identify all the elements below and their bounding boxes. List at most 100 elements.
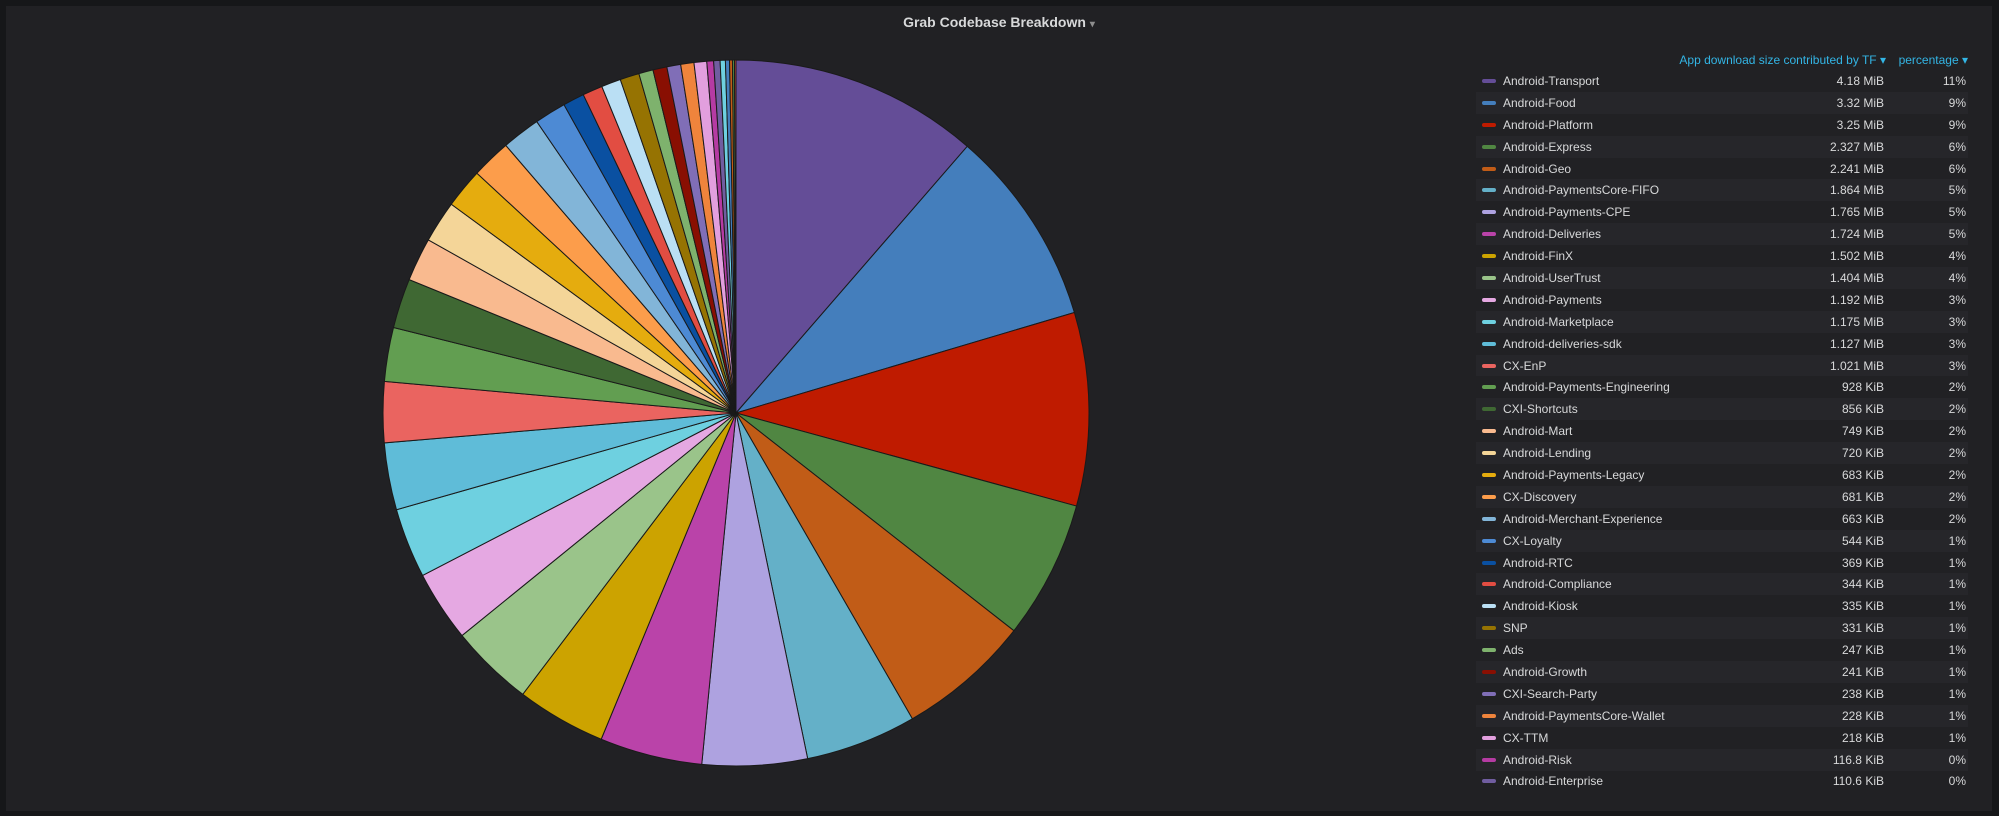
legend-item[interactable]: Android-Payments-Engineering 928 KiB 2% [1476, 376, 1968, 398]
legend-value: 241 KiB [1841, 664, 1884, 679]
legend-item[interactable]: CXI-Search-Party 238 KiB 1% [1476, 683, 1968, 705]
legend-swatch [1482, 100, 1496, 105]
legend-item[interactable]: Ads 247 KiB 1% [1476, 639, 1968, 661]
legend-percentage: 1% [1948, 643, 1966, 658]
pie-slice[interactable] [734, 145, 1076, 414]
legend-percentage: 5% [1948, 205, 1966, 220]
legend-value: 749 KiB [1841, 424, 1884, 439]
legend-item[interactable]: Android-FinX 1.502 MiB 4% [1476, 245, 1968, 267]
legend-swatch [1482, 232, 1496, 237]
legend-percentage: 6% [1948, 161, 1966, 176]
pie-slice[interactable] [734, 311, 1090, 507]
legend-label: Android-Risk [1503, 752, 1572, 767]
legend-percentage: 3% [1948, 336, 1966, 351]
legend-item[interactable]: Android-Platform 3.25 MiB 9% [1476, 114, 1968, 136]
legend-label: Android-Platform [1503, 117, 1594, 132]
legend-item[interactable]: Android-Kiosk 335 KiB 1% [1476, 595, 1968, 617]
legend-item[interactable]: CX-Discovery 681 KiB 2% [1476, 485, 1968, 508]
sort-caret-icon: ▾ [1879, 53, 1886, 67]
legend-percentage: 9% [1948, 117, 1966, 132]
legend-percentage: 1% [1948, 555, 1966, 570]
legend-item[interactable]: Android-Transport 4.18 MiB 11% [1476, 70, 1968, 92]
legend-label: Android-Mart [1503, 424, 1573, 439]
legend-value: 369 KiB [1841, 555, 1884, 570]
chart-panel: Grab Codebase Breakdown ▾ App download si… [6, 6, 1992, 811]
legend-label: Android-Food [1503, 95, 1576, 110]
legend-percentage: 0% [1948, 752, 1966, 767]
pie-slice[interactable] [734, 59, 737, 414]
legend-swatch [1482, 735, 1496, 740]
legend-swatch [1482, 494, 1496, 499]
legend-swatch [1482, 582, 1496, 587]
legend-item[interactable]: Android-Deliveries 1.724 MiB 5% [1476, 223, 1968, 246]
legend-label: Android-Geo [1503, 161, 1572, 176]
legend-percentage: 4% [1948, 270, 1966, 285]
legend-swatch [1482, 451, 1496, 456]
legend-swatch [1482, 254, 1496, 259]
panel-title: Grab Codebase Breakdown [903, 14, 1086, 30]
legend-label: Android-PaymentsCore-Wallet [1503, 708, 1665, 723]
legend-item[interactable]: Android-Compliance 344 KiB 1% [1476, 573, 1968, 596]
legend-value: 238 KiB [1841, 686, 1884, 701]
legend-label: Android-Payments-Legacy [1503, 467, 1645, 482]
legend-item[interactable]: Android-Risk 116.8 KiB 0% [1476, 748, 1968, 771]
legend-item[interactable]: CX-EnP 1.021 MiB 3% [1476, 354, 1968, 377]
legend-item[interactable]: CXI-Shortcuts 856 KiB 2% [1476, 398, 1968, 421]
legend-label: Android-Lending [1503, 446, 1592, 461]
legend-label: Android-Merchant-Experience [1503, 511, 1663, 526]
sort-caret-icon: ▾ [1961, 53, 1968, 67]
legend-item[interactable]: Android-Enterprise 110.6 KiB 0% [1476, 771, 1968, 793]
legend-value: 928 KiB [1841, 380, 1884, 395]
legend-item[interactable]: Android-Marketplace 1.175 MiB 3% [1476, 310, 1968, 333]
legend-item[interactable]: Android-Payments-CPE 1.765 MiB 5% [1476, 201, 1968, 223]
legend-label: Android-FinX [1503, 249, 1574, 264]
pie-slice[interactable] [735, 412, 1015, 720]
legend-item[interactable]: CX-Loyalty 544 KiB 1% [1476, 529, 1968, 552]
legend-item[interactable]: Android-Mart 749 KiB 2% [1476, 420, 1968, 442]
legend-swatch [1482, 648, 1496, 653]
legend-item[interactable]: Android-PaymentsCore-Wallet 228 KiB 1% [1476, 704, 1968, 727]
legend-item[interactable]: Android-Geo 2.241 MiB 6% [1476, 158, 1968, 180]
legend-swatch [1482, 166, 1496, 171]
legend-swatch [1482, 122, 1496, 127]
legend-swatch [1482, 472, 1496, 477]
legend-item[interactable]: Android-UserTrust 1.404 MiB 4% [1476, 267, 1968, 289]
legend-swatch [1482, 691, 1496, 696]
legend-value: 1.765 MiB [1829, 205, 1884, 220]
pie-slice[interactable] [735, 412, 1078, 632]
legend-value: 2.327 MiB [1829, 139, 1884, 154]
legend-item[interactable]: SNP 331 KiB 1% [1476, 617, 1968, 640]
legend-label: SNP [1503, 621, 1528, 636]
legend-value: 1.864 MiB [1829, 183, 1884, 198]
legend-item[interactable]: Android-Merchant-Experience 663 KiB 2% [1476, 508, 1968, 530]
legend-item[interactable]: Android-Growth 241 KiB 1% [1476, 661, 1968, 683]
legend-percentage: 5% [1948, 183, 1966, 198]
legend-swatch [1482, 363, 1496, 368]
legend-value: 856 KiB [1841, 402, 1884, 417]
sort-by-percentage-header[interactable]: percentage ▾ [1898, 53, 1968, 67]
legend-item[interactable]: Android-Express 2.327 MiB 6% [1476, 135, 1968, 158]
legend-value: 1.021 MiB [1829, 358, 1884, 373]
panel-title-menu[interactable]: Grab Codebase Breakdown ▾ [6, 14, 1992, 30]
legend-item[interactable]: Android-Payments-Legacy 683 KiB 2% [1476, 464, 1968, 486]
legend-label: Android-Kiosk [1503, 599, 1578, 614]
legend-label: CX-Discovery [1503, 489, 1577, 504]
pie-slice[interactable] [735, 59, 968, 415]
sort-by-value-header[interactable]: App download size contributed by TF ▾ [1679, 53, 1886, 67]
legend-item[interactable]: Android-RTC 369 KiB 1% [1476, 552, 1968, 574]
legend-percentage: 2% [1948, 446, 1966, 461]
legend-percentage: 2% [1948, 467, 1966, 482]
legend-swatch [1482, 516, 1496, 521]
legend-value: 228 KiB [1841, 708, 1884, 723]
legend-item[interactable]: Android-Lending 720 KiB 2% [1476, 442, 1968, 465]
legend-label: Android-Growth [1503, 664, 1588, 679]
legend-item[interactable]: Android-Food 3.32 MiB 9% [1476, 91, 1968, 114]
legend-percentage: 9% [1948, 95, 1966, 110]
legend-swatch [1482, 210, 1496, 215]
legend-item[interactable]: Android-Payments 1.192 MiB 3% [1476, 289, 1968, 311]
legend-label: Ads [1503, 643, 1524, 658]
legend-item[interactable]: CX-TTM 218 KiB 1% [1476, 727, 1968, 749]
legend-item[interactable]: Android-deliveries-sdk 1.127 MiB 3% [1476, 333, 1968, 355]
legend-label: Android-RTC [1503, 555, 1573, 570]
legend-item[interactable]: Android-PaymentsCore-FIFO 1.864 MiB 5% [1476, 179, 1968, 202]
